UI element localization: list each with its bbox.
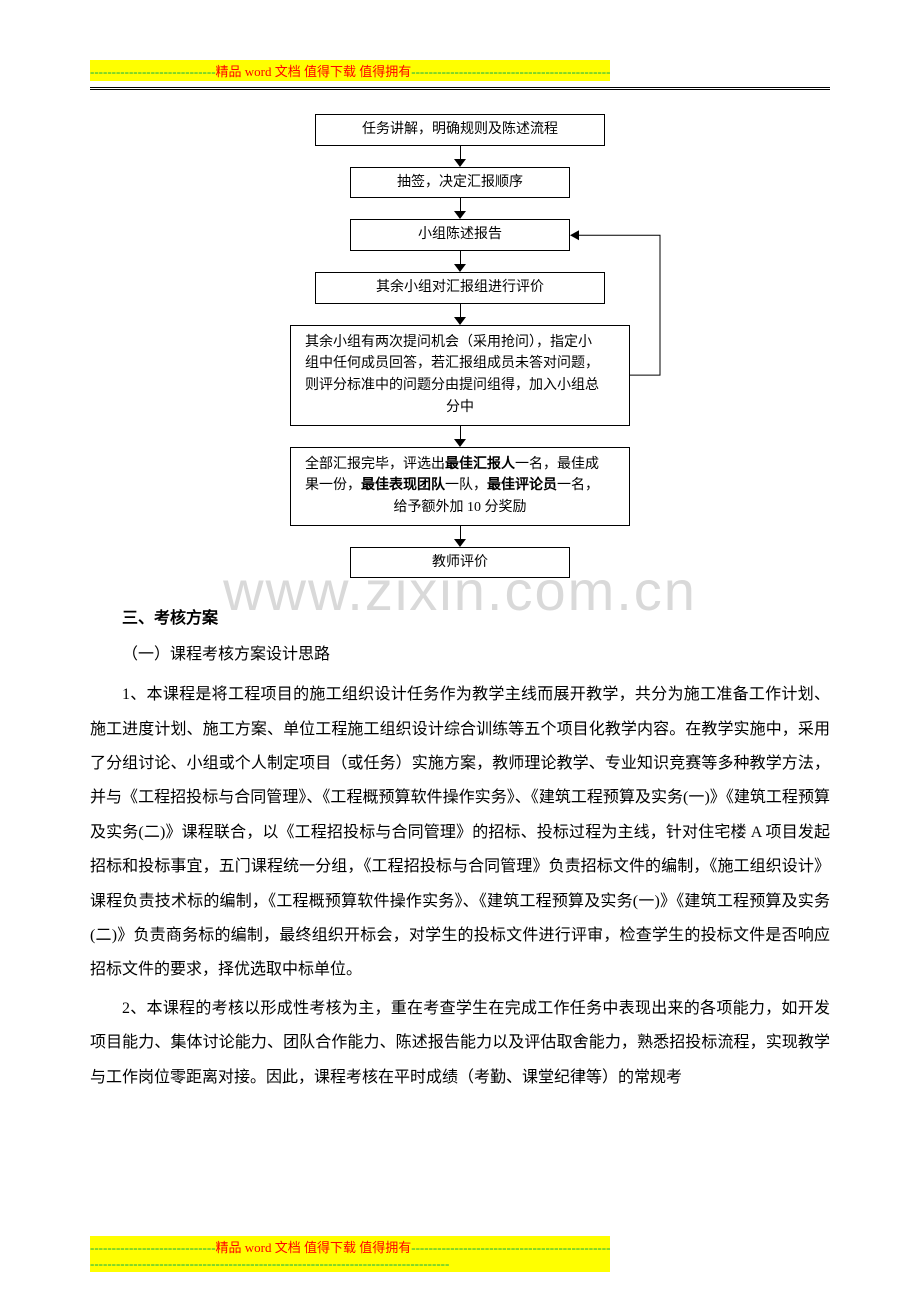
banner-leading-dashes: ----------------------------- — [90, 1240, 216, 1255]
banner-extra-dashes: ----------------------------------------… — [90, 1256, 610, 1272]
flow-connector — [460, 304, 461, 318]
arrow-down-icon — [454, 159, 466, 167]
section-3-sub1: （一）课程考核方案设计思路 — [90, 640, 830, 664]
section-3-title: 三、考核方案 — [90, 604, 830, 628]
flow-connector — [460, 146, 461, 160]
flow-node-n2: 抽签，决定汇报顺序 — [350, 167, 570, 199]
flow-node-n6-line2: 果一份，最佳表现团队一队，最佳评论员一名， — [305, 478, 599, 493]
flow-connector — [460, 251, 461, 265]
flow-node-n5-line2: 组中任何成员回答，若汇报组成员未答对问题， — [305, 356, 599, 371]
flow-node-n7: 教师评价 — [350, 547, 570, 579]
arrow-down-icon — [454, 211, 466, 219]
flow-node-n5: 其余小组有两次提问机会（采用抢问），指定小 组中任何成员回答，若汇报组成员未答对… — [290, 325, 630, 426]
flow-connector — [460, 526, 461, 540]
arrow-down-icon — [454, 264, 466, 272]
banner-trailing-dashes: ----------------------------------------… — [411, 64, 610, 79]
banner-mid-text: 精品 word 文档 值得下载 值得拥有 — [216, 1240, 412, 1255]
bottom-highlight-banner: -----------------------------精品 word 文档 … — [90, 1236, 610, 1272]
double-rule-divider — [90, 87, 830, 90]
flow-node-n3: 小组陈述报告 — [350, 219, 570, 251]
flow-connector — [460, 426, 461, 440]
arrow-down-icon — [454, 539, 466, 547]
banner-leading-dashes: ----------------------------- — [90, 64, 216, 79]
flow-node-n5-line4: 分中 — [305, 397, 615, 419]
section-3-para1: 1、本课程是将工程项目的施工组织设计任务作为教学主线而展开教学，共分为施工准备工… — [90, 678, 830, 988]
flow-node-n1: 任务讲解，明确规则及陈述流程 — [315, 114, 605, 146]
banner-trailing-dashes: ----------------------------------------… — [411, 1240, 610, 1255]
flowchart-container: 任务讲解，明确规则及陈述流程 抽签，决定汇报顺序 小组陈述报告 其余小组对汇报组… — [90, 114, 830, 578]
flow-connector — [460, 198, 461, 212]
flow-node-n4: 其余小组对汇报组进行评价 — [315, 272, 605, 304]
flow-node-n6-line1: 全部汇报完毕，评选出最佳汇报人一名，最佳成 — [305, 457, 599, 472]
top-highlight-banner: -----------------------------精品 word 文档 … — [90, 60, 830, 81]
flow-node-n6-line3: 给予额外加 10 分奖励 — [305, 497, 615, 519]
flow-node-n5-line1: 其余小组有两次提问机会（采用抢问），指定小 — [305, 335, 592, 350]
section-3-para2: 2、本课程的考核以形成性考核为主，重在考查学生在完成工作任务中表现出来的各项能力… — [90, 992, 830, 1095]
arrow-down-icon — [454, 317, 466, 325]
flow-node-n5-line3: 则评分标准中的问题分由提问组得，加入小组总 — [305, 378, 599, 393]
flow-node-n6: 全部汇报完毕，评选出最佳汇报人一名，最佳成 果一份，最佳表现团队一队，最佳评论员… — [290, 447, 630, 526]
banner-mid-text: 精品 word 文档 值得下载 值得拥有 — [216, 64, 412, 79]
arrow-down-icon — [454, 439, 466, 447]
